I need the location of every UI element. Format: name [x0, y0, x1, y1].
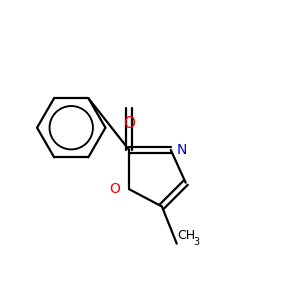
Text: CH: CH	[177, 229, 196, 242]
Text: O: O	[123, 116, 135, 131]
Text: O: O	[110, 182, 120, 196]
Text: N: N	[177, 143, 187, 157]
Text: 3: 3	[194, 237, 200, 247]
